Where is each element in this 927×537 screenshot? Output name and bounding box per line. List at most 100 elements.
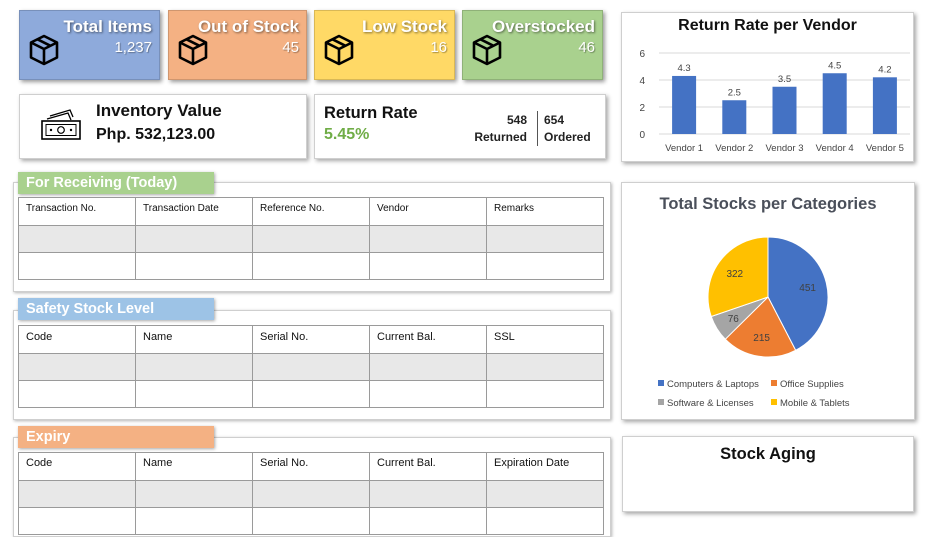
bar [822,73,847,134]
column-header: Serial No. [252,325,370,354]
pie-slice [707,236,769,318]
table-row[interactable] [18,252,604,280]
expiry-table: Code Name Serial No. Current Bal. Expira… [18,452,604,535]
kpi-title: Out of Stock [197,17,299,36]
legend-swatch [658,380,664,386]
pie-slice [724,296,797,358]
inventory-value-amount: Php. 532,123.00 [96,126,216,143]
slice-label: 215 [753,333,770,344]
y-tick-label: 6 [639,49,645,60]
stocks-pie-chart-card: Total Stocks per Categories 451 215 76 322 C… [621,182,915,420]
legend-label: Software & Licenses [667,398,754,409]
x-tick-label: Vendor 2 [715,143,753,154]
bar [722,100,747,134]
kpi-title: Low Stock [361,17,447,36]
kpi-value: 1,237 [114,39,152,56]
bar [672,75,697,134]
chart-title: Total Stocks per Categories [659,195,877,213]
x-tick-label: Vendor 1 [665,143,703,154]
y-tick-label: 0 [639,130,645,141]
package-icon [324,34,354,66]
receiving-table: Transaction No. Transaction Date Referen… [18,197,604,280]
column-header: SSL [486,325,604,354]
bar [772,86,797,134]
pie-slice [767,236,829,351]
column-header: Vendor [369,197,487,226]
package-icon [472,34,502,66]
slice-label: 322 [726,269,743,280]
kpi-overstocked: Overstocked 46 [462,10,603,80]
package-icon [178,34,208,66]
kpi-low-stock: Low Stock 16 [314,10,455,80]
returned-label: Returned [474,130,527,144]
table-row[interactable] [18,353,604,381]
returned-count: 548 [506,113,527,127]
table-row[interactable] [18,507,604,535]
ordered-count: 654 [544,113,565,127]
column-header: Remarks [486,197,604,226]
column-header: Transaction Date [135,197,253,226]
stock-aging-card: Stock Aging [622,436,914,512]
table-header-row: Code Name Serial No. Current Bal. SSL [18,325,604,354]
slice-label: 451 [799,283,816,294]
table-row[interactable] [18,480,604,508]
kpi-value: 45 [282,39,299,56]
receiving-tab: For Receiving (Today) [18,172,214,194]
legend-label: Computers & Laptops [667,379,759,390]
column-header: Code [18,325,136,354]
return-rate-value: 5.45% [324,126,370,143]
data-label: 4.2 [878,64,891,75]
safety-stock-tab: Safety Stock Level [18,298,214,320]
column-header: Name [135,325,253,354]
stocks-pie-chart: 451 215 76 322 Computers & Laptops Office Sup… [658,236,850,409]
column-header: Current Bal. [369,325,487,354]
column-header: Transaction No. [18,197,136,226]
legend-label: Mobile & Tablets [780,398,850,409]
x-tick-label: Vendor 3 [765,143,803,154]
safety-stock-table: Code Name Serial No. Current Bal. SSL [18,325,604,408]
column-header: Code [18,452,136,481]
inventory-value-label: Inventory Value [96,101,222,120]
return-rate-bar-chart: 0 2 4 6 4.3 Vendor 1 2.5 Vendor 2 3.5 Vendor 3 4.5… [639,49,910,154]
table-header-row: Code Name Serial No. Current Bal. Expira… [18,452,604,481]
slice-label: 76 [728,314,740,325]
data-label: 2.5 [728,87,741,98]
column-header: Expiration Date [486,452,604,481]
table-row[interactable] [18,225,604,253]
x-tick-label: Vendor 5 [866,143,904,154]
x-tick-label: Vendor 4 [816,143,854,154]
stock-aging-title: Stock Aging [720,445,816,463]
bar [872,77,897,134]
table-header-row: Transaction No. Transaction Date Referen… [18,197,604,226]
kpi-value: 16 [430,39,447,56]
package-icon [29,34,59,66]
ordered-label: Ordered [544,130,591,144]
return-rate-card: Return Rate 5.45% 548 Returned 654 Order… [314,94,606,159]
kpi-out-of-stock: Out of Stock 45 [168,10,307,80]
data-label: 3.5 [778,74,791,85]
return-rate-chart-card: Return Rate per Vendor 0 2 4 6 4.3 Vendor 1 2.… [621,12,914,162]
column-header: Serial No. [252,452,370,481]
column-header: Current Bal. [369,452,487,481]
legend-swatch [658,399,664,405]
return-rate-label: Return Rate [324,104,418,122]
column-header: Reference No. [252,197,370,226]
expiry-tab: Expiry [18,426,214,448]
kpi-total-items: Total Items 1,237 [19,10,160,80]
table-row[interactable] [18,380,604,408]
data-label: 4.5 [828,60,841,71]
kpi-title: Overstocked [492,17,595,36]
legend-swatch [771,380,777,386]
divider [537,111,538,146]
y-tick-label: 4 [639,76,645,87]
money-icon [41,109,81,140]
chart-title: Return Rate per Vendor [678,17,857,34]
kpi-title: Total Items [63,17,152,36]
column-header: Name [135,452,253,481]
kpi-value: 46 [578,39,595,56]
y-tick-label: 2 [639,103,645,114]
data-label: 4.3 [677,63,690,74]
inventory-value-card: Inventory Value Php. 532,123.00 [19,94,307,159]
legend-swatch [771,399,777,405]
legend-label: Office Supplies [780,379,844,390]
